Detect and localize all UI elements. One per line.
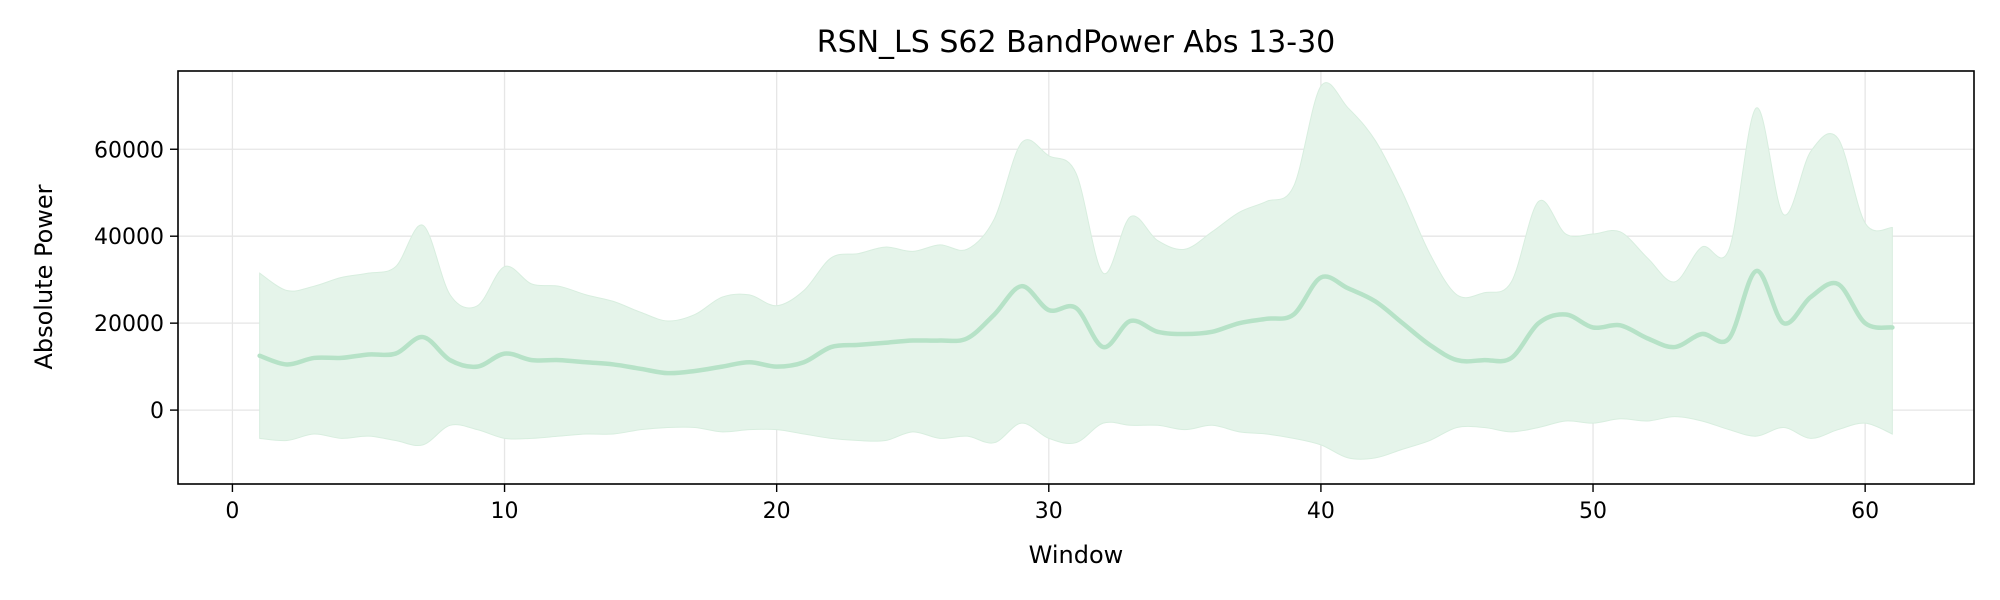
y-tick-label: 0: [150, 399, 164, 424]
y-axis-label: Absolute Power: [30, 184, 58, 369]
plot-frame: [177, 70, 1975, 485]
x-tick-label: 50: [1579, 499, 1607, 524]
x-tick-label: 0: [225, 499, 239, 524]
y-tick-label: 20000: [94, 312, 164, 337]
x-tick-label: 10: [491, 499, 519, 524]
x-tick-label: 30: [1035, 499, 1063, 524]
x-tick-label: 60: [1851, 499, 1879, 524]
y-tick-label: 40000: [94, 225, 164, 250]
x-axis-label: Window: [1029, 541, 1124, 569]
y-tick-label: 60000: [94, 138, 164, 163]
x-tick-label: 20: [763, 499, 791, 524]
axis-ticks: 0 10 20 30 40 50 60 0 20000 40000 60000: [94, 138, 1879, 524]
chart-title: RSN_LS S62 BandPower Abs 13-30: [817, 25, 1336, 60]
confidence-band: [259, 82, 1893, 460]
mean-power-line: [257, 268, 1895, 376]
x-tick-label: 40: [1307, 499, 1335, 524]
